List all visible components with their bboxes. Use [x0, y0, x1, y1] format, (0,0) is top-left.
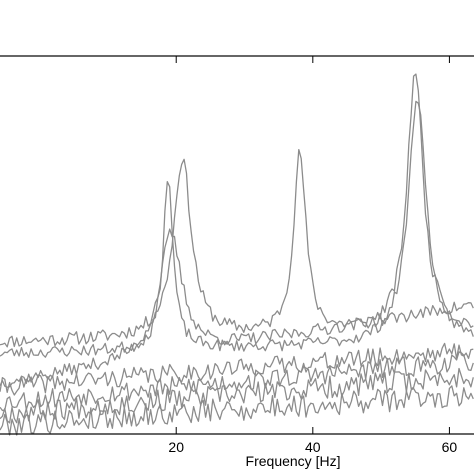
x-ticks: 20 40 60	[168, 56, 457, 455]
x-tick-label-20: 20	[168, 439, 184, 455]
plot-frame	[0, 55, 474, 435]
spectrum-series-7	[0, 385, 474, 436]
x-tick-label-40: 40	[305, 439, 321, 455]
spectrum-series-4	[0, 342, 474, 396]
series-layer	[0, 73, 474, 436]
x-tick-label-60: 60	[442, 439, 458, 455]
spectrum-series-6	[0, 367, 474, 424]
spectrum-series-3	[0, 228, 474, 388]
spectrum-series-1	[0, 73, 474, 348]
spectrum-series-2	[0, 100, 474, 358]
x-axis-label: Frequency [Hz]	[246, 453, 341, 469]
